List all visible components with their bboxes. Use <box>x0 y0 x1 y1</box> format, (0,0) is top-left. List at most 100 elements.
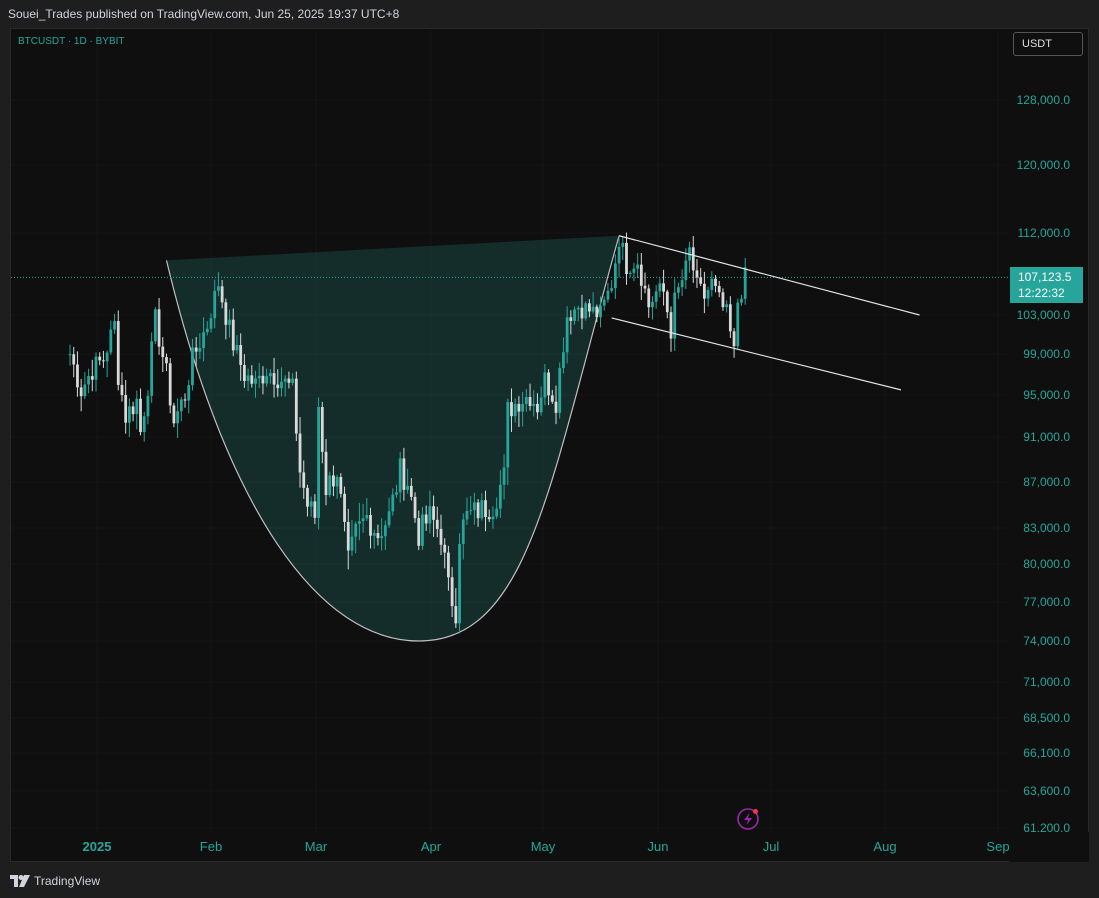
x-tick-label: 2025 <box>83 839 112 854</box>
candle <box>242 354 246 388</box>
candle-body <box>573 309 576 321</box>
candle-body <box>135 398 139 415</box>
candle-body <box>298 433 302 473</box>
candle <box>484 490 487 532</box>
candle <box>565 306 569 364</box>
candle-body <box>124 395 128 423</box>
candle <box>532 390 536 417</box>
candle-body <box>150 341 154 396</box>
y-tick-label: 66,100.0 <box>1023 746 1070 760</box>
x-tick-label: Jul <box>763 839 780 854</box>
y-tick-label: 80,000.0 <box>1023 557 1070 571</box>
candle <box>306 484 309 517</box>
candle-body <box>146 395 150 417</box>
channel-lower-line[interactable] <box>611 317 902 391</box>
candle <box>179 396 183 422</box>
candle-body <box>98 356 102 361</box>
candle-body <box>79 387 83 397</box>
candle <box>209 313 213 333</box>
cup-pattern[interactable] <box>166 235 620 641</box>
lightning-icon[interactable] <box>737 808 759 830</box>
candle-body <box>513 403 517 417</box>
candle <box>398 452 402 503</box>
candle-body <box>736 302 740 347</box>
candle <box>302 460 306 499</box>
candle <box>658 278 662 298</box>
candle <box>120 372 124 402</box>
tradingview-brand[interactable]: TradingView <box>10 874 100 888</box>
candle <box>617 236 621 278</box>
candle-body <box>725 304 729 308</box>
candle <box>665 289 669 319</box>
candle-body <box>157 309 161 347</box>
candle-body <box>376 533 380 539</box>
candle <box>521 391 525 427</box>
candle-body <box>484 500 487 518</box>
candle <box>291 373 295 386</box>
cup-pattern-edge[interactable] <box>165 235 620 642</box>
candle <box>547 369 550 406</box>
candle-body <box>172 405 176 424</box>
y-tick-label: 74,000.0 <box>1023 634 1070 648</box>
candle <box>454 588 458 628</box>
candle <box>702 271 706 314</box>
candle-body <box>309 501 313 507</box>
candle <box>280 367 283 397</box>
y-tick-label: 63,600.0 <box>1023 784 1070 798</box>
candle-body <box>194 347 198 352</box>
candle <box>528 383 532 411</box>
candle <box>176 398 180 438</box>
published-text: Souei_Trades published on TradingView.co… <box>8 7 400 21</box>
candle <box>595 304 599 323</box>
candle <box>276 369 280 397</box>
candle-body <box>202 332 205 349</box>
candle-body <box>621 242 625 247</box>
candle <box>424 505 428 531</box>
currency-button[interactable]: USDT <box>1013 32 1083 56</box>
candle-body <box>276 384 280 389</box>
candle-body <box>558 368 562 413</box>
candle-body <box>491 516 495 520</box>
candle <box>76 351 79 397</box>
candle <box>231 308 235 357</box>
candle-body <box>131 406 135 415</box>
candle-body <box>142 416 146 433</box>
candle-body <box>536 403 539 413</box>
chart-frame[interactable] <box>10 28 1089 862</box>
candle-body <box>469 510 473 512</box>
candle-body <box>454 606 458 624</box>
candle <box>369 507 372 549</box>
candle <box>706 286 710 307</box>
candle-body <box>539 397 543 413</box>
symbol-label: BTCUSDT · 1D · BYBIT <box>18 36 125 47</box>
candle <box>469 496 473 516</box>
x-tick-label: Aug <box>873 839 896 854</box>
candle-body <box>383 525 387 537</box>
candle-body <box>587 303 591 312</box>
candle-body <box>665 291 669 313</box>
candle-body <box>391 494 395 512</box>
y-tick-label: 128,000.0 <box>1017 93 1071 107</box>
y-tick-label: 87,000.0 <box>1023 475 1070 489</box>
candle <box>587 299 591 318</box>
candle <box>257 363 261 388</box>
candle-body <box>294 378 298 434</box>
candle <box>480 493 484 521</box>
candle <box>102 350 105 368</box>
candle <box>387 497 391 528</box>
channel-upper-line[interactable] <box>618 235 920 316</box>
candle-body <box>87 376 90 385</box>
tradingview-logo-icon <box>10 875 30 887</box>
candle <box>432 495 435 537</box>
candle <box>409 477 413 501</box>
y-tick-label: 91,000.0 <box>1023 430 1070 444</box>
candle <box>168 358 172 414</box>
candle <box>113 313 116 335</box>
candle-body <box>113 321 116 330</box>
candle <box>354 521 358 554</box>
candle-body <box>102 360 105 362</box>
candle-body <box>458 543 461 624</box>
candle <box>447 545 450 591</box>
y-tick-label: 68,500.0 <box>1023 711 1070 725</box>
